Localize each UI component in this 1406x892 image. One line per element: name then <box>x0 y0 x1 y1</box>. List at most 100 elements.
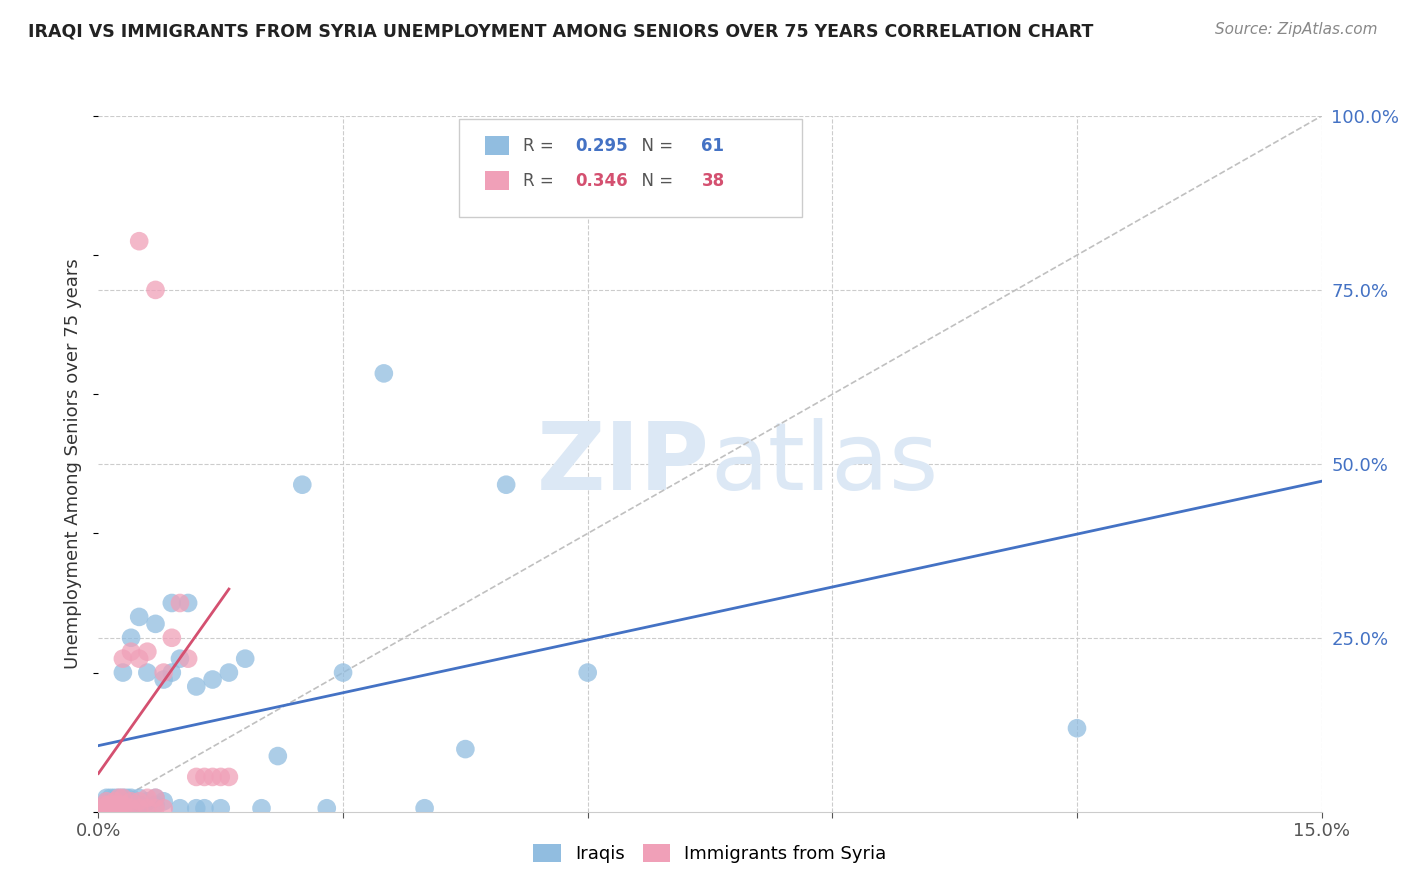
Point <box>111 790 134 805</box>
Point <box>160 665 183 680</box>
Point <box>115 797 138 812</box>
Point <box>108 801 131 815</box>
Point <box>152 801 174 815</box>
Legend: Iraqis, Immigrants from Syria: Iraqis, Immigrants from Syria <box>524 835 896 872</box>
Text: 61: 61 <box>702 136 724 155</box>
Point <box>136 645 159 659</box>
Point <box>108 790 131 805</box>
Point <box>128 801 150 815</box>
Point <box>128 790 150 805</box>
Point <box>128 651 150 665</box>
Point <box>128 234 150 248</box>
Point <box>267 749 290 764</box>
Point <box>209 801 232 815</box>
Point <box>218 665 240 680</box>
Point <box>136 801 159 815</box>
Point <box>96 801 118 815</box>
Point <box>104 801 127 815</box>
Point <box>128 801 150 815</box>
Point <box>373 367 395 381</box>
Text: 0.295: 0.295 <box>575 136 628 155</box>
Y-axis label: Unemployment Among Seniors over 75 years: Unemployment Among Seniors over 75 years <box>65 259 83 669</box>
Point <box>104 801 127 815</box>
Point <box>186 770 208 784</box>
Point <box>152 665 174 680</box>
Point <box>169 596 191 610</box>
Point <box>218 770 240 784</box>
Text: N =: N = <box>630 136 678 155</box>
Point <box>145 801 167 815</box>
Point <box>413 801 436 815</box>
Point <box>160 631 183 645</box>
Point <box>250 801 273 815</box>
Point <box>120 801 142 815</box>
Point <box>111 801 134 815</box>
Point <box>111 797 134 812</box>
Point <box>186 801 208 815</box>
FancyBboxPatch shape <box>460 120 801 217</box>
Point <box>111 797 134 812</box>
Point <box>152 673 174 687</box>
Point <box>136 801 159 815</box>
Text: Source: ZipAtlas.com: Source: ZipAtlas.com <box>1215 22 1378 37</box>
Point <box>201 770 224 784</box>
Point <box>111 665 134 680</box>
Point <box>145 790 167 805</box>
Point <box>454 742 477 756</box>
Point <box>193 770 215 784</box>
Point <box>315 801 337 815</box>
Point <box>576 665 599 680</box>
Point <box>186 680 208 694</box>
Point <box>94 797 117 812</box>
Point <box>120 797 142 812</box>
Point <box>1066 721 1088 735</box>
Text: IRAQI VS IMMIGRANTS FROM SYRIA UNEMPLOYMENT AMONG SENIORS OVER 75 YEARS CORRELAT: IRAQI VS IMMIGRANTS FROM SYRIA UNEMPLOYM… <box>28 22 1094 40</box>
Point <box>104 797 127 812</box>
Point <box>104 794 127 808</box>
Text: atlas: atlas <box>710 417 938 510</box>
FancyBboxPatch shape <box>485 171 509 190</box>
Point <box>332 665 354 680</box>
Point <box>128 797 150 812</box>
Point <box>100 790 122 805</box>
Point <box>152 794 174 808</box>
Text: 38: 38 <box>702 171 724 190</box>
Point <box>104 797 127 812</box>
Point <box>193 801 215 815</box>
Point <box>104 794 127 808</box>
Point <box>97 797 120 812</box>
Point <box>96 794 118 808</box>
Point <box>115 790 138 805</box>
Text: N =: N = <box>630 171 678 190</box>
Point <box>145 616 167 631</box>
Point <box>169 801 191 815</box>
Point <box>120 794 142 808</box>
Point <box>177 596 200 610</box>
Point <box>120 801 142 815</box>
Point <box>169 651 191 665</box>
Point <box>96 801 118 815</box>
Point <box>108 797 131 812</box>
Point <box>145 283 167 297</box>
Point <box>111 794 134 808</box>
Point <box>120 631 142 645</box>
Point <box>120 790 142 805</box>
Point <box>96 790 118 805</box>
Point <box>177 651 200 665</box>
Point <box>108 790 131 805</box>
Point <box>145 790 167 805</box>
Text: ZIP: ZIP <box>537 417 710 510</box>
Point <box>128 610 150 624</box>
Point <box>96 794 118 808</box>
Point <box>97 797 120 812</box>
Point <box>94 797 117 812</box>
Point <box>108 801 131 815</box>
Point <box>111 801 134 815</box>
Point <box>111 790 134 805</box>
Point <box>120 645 142 659</box>
Point <box>100 801 122 815</box>
Point <box>160 596 183 610</box>
Point <box>100 801 122 815</box>
Point <box>209 770 232 784</box>
Point <box>128 794 150 808</box>
